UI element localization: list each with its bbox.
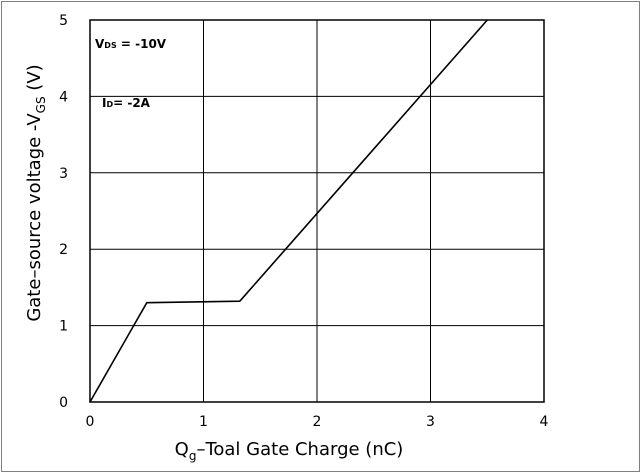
series-layer: [89, 19, 488, 403]
y-axis-label-suffix: (V): [24, 64, 45, 96]
y-tick-label-2: 2: [59, 242, 68, 258]
series-line-0: [89, 19, 488, 403]
x-tick-label-4: 4: [540, 414, 549, 430]
annotation-id-sub: D: [106, 100, 113, 109]
y-axis-label-text: Gate–source voltage -V: [24, 113, 45, 322]
x-axis-label-text: –Toal Gate Charge (nC): [196, 439, 403, 460]
annotation-vds-main: V: [95, 37, 105, 51]
x-tick-label-3: 3: [426, 414, 435, 430]
x-axis-label: Qg–Toal Gate Charge (nC): [175, 439, 404, 463]
annotation-vds: VDS = -10V: [95, 37, 167, 51]
y-tick-label-3: 3: [59, 166, 68, 182]
annotation-id-main: I: [102, 96, 106, 110]
y-axis-label-subscript: GS: [34, 96, 48, 113]
y-axis-label: Gate–source voltage -VGS (V): [24, 64, 48, 321]
x-tick-label-2: 2: [313, 414, 322, 430]
annotation-id-rest: = -2A: [113, 96, 151, 110]
x-tick-labels: 0 1 2 3 4: [86, 414, 549, 430]
x-tick-label-0: 0: [86, 414, 95, 430]
x-axis-label-subscript: g: [189, 449, 197, 463]
y-tick-label-0: 0: [59, 395, 68, 411]
y-tick-labels: 0 1 2 3 4 5: [59, 13, 68, 411]
x-tick-label-1: 1: [199, 414, 208, 430]
annotation-vds-sub: DS: [104, 41, 117, 50]
y-tick-label-5: 5: [59, 13, 68, 29]
y-tick-label-1: 1: [59, 319, 68, 335]
plot-area-border: [89, 19, 545, 403]
x-axis-label-prefix: Q: [175, 439, 189, 460]
grid-lines: [90, 20, 544, 402]
y-tick-label-4: 4: [59, 89, 68, 105]
annotation-vds-rest: = -10V: [117, 37, 167, 51]
annotation-id: ID= -2A: [102, 96, 151, 110]
